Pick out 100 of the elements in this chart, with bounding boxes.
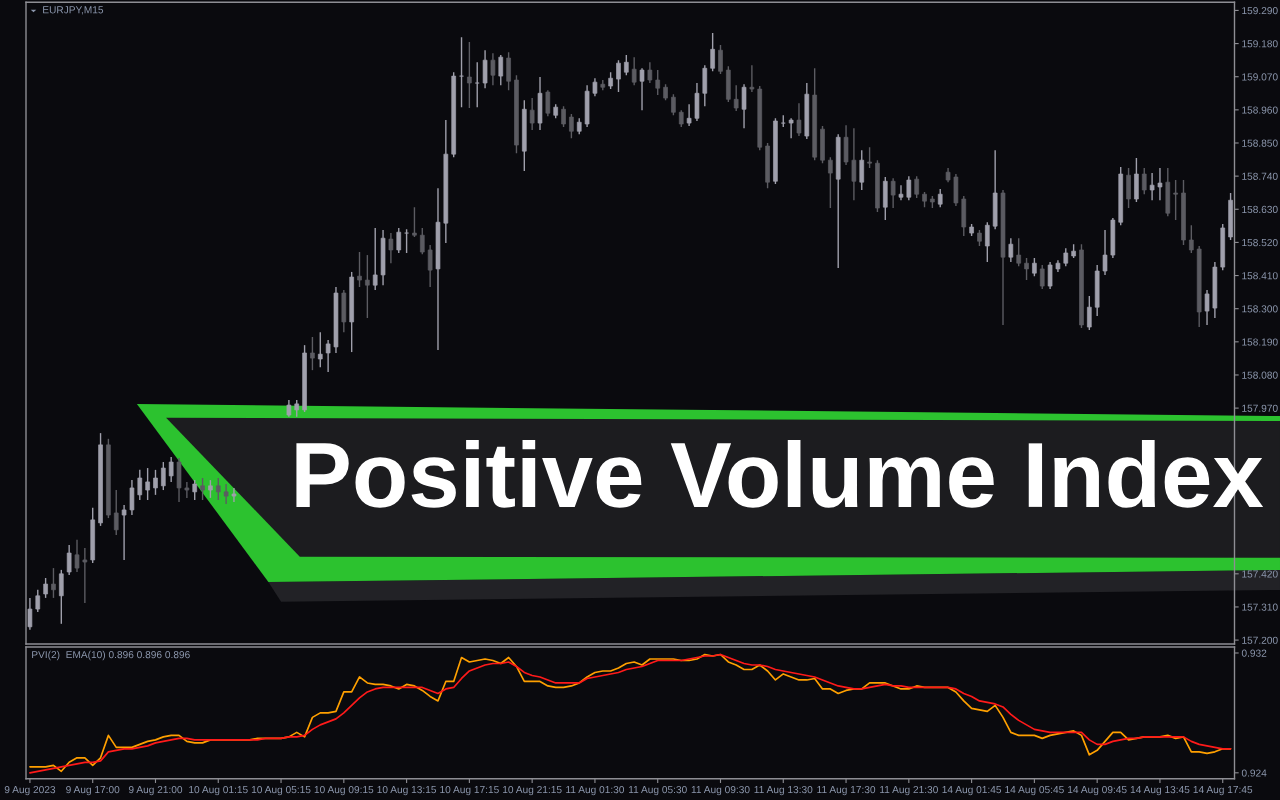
x-tick-label: 14 Aug 17:45: [1193, 786, 1253, 796]
candlestick: [231, 487, 237, 503]
candlestick: [1063, 247, 1069, 267]
candlestick: [1134, 157, 1139, 203]
x-tick-label: 11 Aug 13:30: [754, 786, 813, 796]
chart-title: PVI(2) EMA(10) 0.896 0.896 0.896: [32, 650, 190, 661]
candlestick: [1204, 289, 1210, 326]
candlestick: [317, 331, 323, 368]
x-tick-label: 11 Aug 01:30: [566, 786, 625, 796]
y-tick-label: 158.960: [1242, 106, 1278, 114]
candlestick: [357, 251, 362, 288]
chart-subtitle: EURJPY,M15: [43, 6, 104, 15]
text: Positive Volume Index: [296, 439, 1264, 508]
candlestick: [1016, 237, 1022, 267]
candlestick: [1039, 264, 1045, 290]
candlestick: [310, 336, 315, 371]
candlestick: [1032, 257, 1037, 277]
candlestick: [129, 479, 135, 516]
candlestick: [51, 567, 56, 599]
candlestick: [1157, 167, 1163, 201]
candlestick: [953, 173, 959, 207]
candlestick: [482, 49, 488, 89]
candlestick: [592, 77, 598, 97]
candlestick: [412, 206, 417, 238]
candlestick: [192, 479, 198, 501]
x-tick-label: 14 Aug 13:45: [1130, 786, 1190, 796]
candlestick: [372, 227, 378, 291]
x-tick-label: 9 Aug 17:00: [66, 786, 120, 796]
candlestick: [624, 54, 629, 76]
y-tick-label: 159.290: [1242, 7, 1278, 15]
x-tick-label: 9 Aug 2023: [4, 786, 56, 796]
candlestick: [498, 54, 504, 86]
candlestick: [726, 65, 731, 103]
x-tick-label: 11 Aug 09:30: [691, 786, 750, 796]
candlestick: [184, 481, 190, 499]
x-tick-label: 10 Aug 13:15: [377, 786, 437, 796]
y-tick-label: 159.070: [1242, 73, 1278, 81]
y-tick-label: 158.410: [1242, 272, 1278, 280]
candlestick: [867, 146, 872, 169]
y-tick-label: 159.180: [1242, 40, 1278, 48]
candlestick: [914, 175, 919, 199]
x-tick-label: 14 Aug 05:45: [1005, 786, 1064, 796]
candlestick: [43, 577, 48, 599]
y-tick-label: 158.850: [1242, 139, 1278, 147]
candlestick: [506, 51, 511, 91]
y-tick-label: 157.970: [1242, 404, 1278, 412]
candlestick: [569, 113, 574, 139]
candlestick: [1173, 179, 1178, 221]
y-tick-label: 158.080: [1242, 371, 1278, 379]
y-tick-label: 0.932: [1241, 649, 1267, 657]
y-tick-label: 158.740: [1242, 172, 1278, 180]
candlestick: [639, 67, 645, 111]
candlestick: [937, 188, 943, 208]
candlestick: [561, 105, 566, 128]
candlestick: [153, 469, 158, 496]
candlestick: [145, 467, 150, 501]
candlestick: [467, 41, 472, 109]
candlestick: [137, 469, 143, 501]
y-tick-label: 158.300: [1242, 305, 1278, 313]
candlestick: [1055, 259, 1061, 273]
candlestick: [1149, 172, 1155, 201]
x-tick-label: 10 Aug 01:15: [189, 786, 248, 796]
candlestick: [404, 228, 409, 254]
y-tick-label: 157.310: [1242, 603, 1278, 611]
candlestick: [365, 254, 370, 319]
y-tick-label: 157.200: [1242, 636, 1278, 644]
candlestick: [820, 125, 825, 164]
x-tick-label: 10 Aug 09:15: [314, 786, 374, 796]
y-tick-label: 157.420: [1242, 570, 1278, 578]
y-tick-label: 158.520: [1242, 239, 1278, 247]
candlestick: [1102, 229, 1108, 276]
candlestick: [223, 483, 229, 505]
candlestick: [474, 61, 480, 108]
candlestick: [1141, 167, 1147, 195]
candlestick: [1047, 261, 1053, 290]
candlestick: [349, 271, 354, 353]
x-tick-label: 14 Aug 01:45: [942, 786, 1002, 796]
candlestick: [655, 69, 661, 96]
candlestick: [200, 477, 205, 501]
x-tick-label: 11 Aug 21:30: [880, 786, 938, 796]
candlestick: [490, 52, 496, 86]
candlestick: [796, 102, 802, 137]
candlestick: [961, 195, 967, 237]
y-tick-label: 158.630: [1242, 205, 1278, 214]
x-tick-label: 11 Aug 05:30: [628, 786, 687, 796]
x-tick-label: 10 Aug 17:15: [440, 786, 499, 796]
candlestick: [82, 547, 88, 604]
candlestick: [898, 184, 904, 201]
x-tick-label: 10 Aug 21:15: [503, 786, 562, 796]
candlestick: [945, 167, 951, 183]
candlestick: [176, 457, 182, 503]
y-tick-label: 158.190: [1242, 338, 1278, 346]
candlestick: [1189, 224, 1194, 254]
x-tick-label: 9 Aug 21:00: [128, 786, 183, 796]
x-tick-label: 14 Aug 09:45: [1068, 786, 1127, 796]
candlestick: [1024, 257, 1029, 281]
candlestick: [388, 232, 394, 264]
candlestick: [686, 103, 692, 127]
x-tick-label: 11 Aug 17:30: [817, 786, 876, 796]
x-tick-label: 10 Aug 05:15: [251, 786, 311, 796]
